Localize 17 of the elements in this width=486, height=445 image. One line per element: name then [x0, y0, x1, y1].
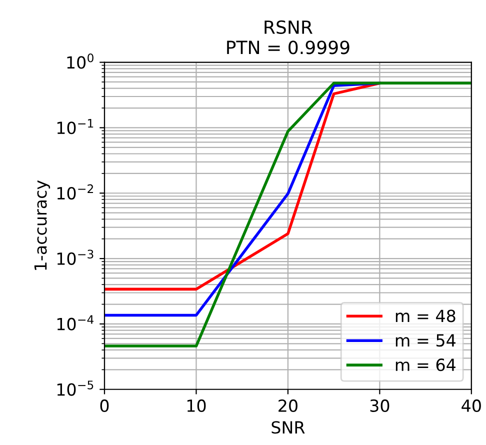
x-tick-label: 10	[187, 399, 206, 412]
y-tick-label: 10$^{−1}$	[57, 119, 94, 134]
legend-label: m = 64	[396, 358, 456, 372]
x-tick-label: 30	[370, 399, 390, 412]
x-tick-label: 20	[278, 399, 298, 412]
chart-title: RSNR PTN = 0.9999	[227, 20, 350, 54]
y-tick-label: 10$^{−3}$	[57, 250, 94, 265]
y-tick-label: 10$^{−5}$	[57, 380, 94, 396]
y-tick-label: 10$^{−4}$	[57, 315, 94, 330]
y-tick-label: 10$^{0}$	[67, 53, 94, 69]
legend-label: m = 54	[396, 334, 456, 347]
legend-label: m = 48	[396, 310, 456, 322]
x-tick-label: 40	[462, 399, 481, 412]
x-tick-label: 0	[100, 399, 109, 412]
y-tick-label: 10$^{−2}$	[57, 184, 93, 200]
x-axis-title: SNR	[272, 421, 305, 434]
y-axis-title: 1-accuracy	[34, 180, 50, 270]
